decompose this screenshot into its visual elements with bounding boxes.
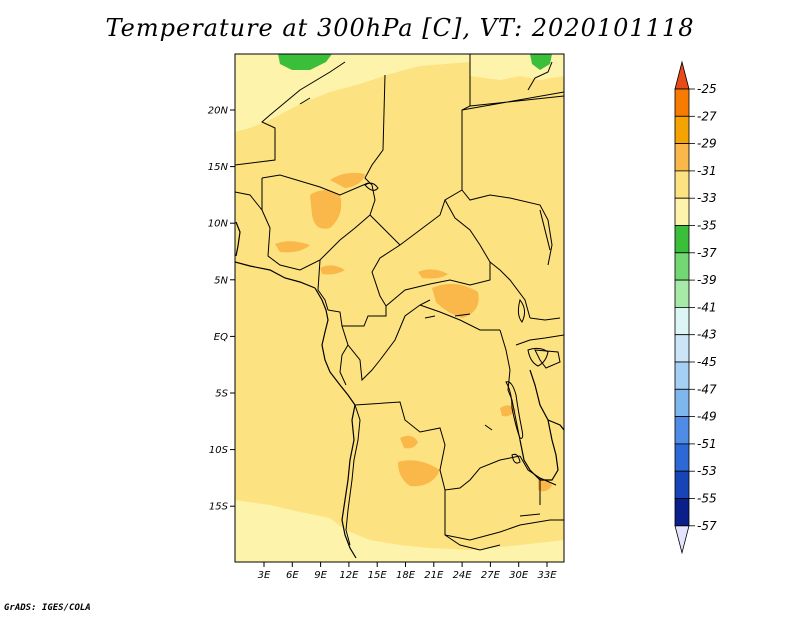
colorbar-bin xyxy=(674,416,690,445)
colorbar-label: -45 xyxy=(697,355,717,369)
lon-label: 6E xyxy=(286,570,299,581)
colorbar-bin xyxy=(674,115,690,145)
colorbar-bin xyxy=(674,361,690,390)
colorbar-bin xyxy=(674,252,690,281)
colorbar-bin xyxy=(674,498,690,527)
map-panel xyxy=(234,53,565,563)
colorbar: -25 -27 -29 -31 -33 -35 -37 -39 -41 -43 -45 -47 -49 -… xyxy=(674,60,717,555)
contour-warm-8 xyxy=(398,460,440,487)
lon-label: 18E xyxy=(396,570,416,581)
lon-label: 33E xyxy=(537,570,557,581)
colorbar-bin xyxy=(674,225,690,254)
colorbar-bin xyxy=(674,334,690,363)
colorbar-bin xyxy=(674,88,690,117)
lon-label: 27E xyxy=(481,570,501,581)
lat-label: 5N xyxy=(214,275,228,286)
map-frame xyxy=(234,53,565,563)
colorbar-label: -47 xyxy=(697,382,717,396)
lat-label: 15S xyxy=(209,502,229,513)
colorbar-bin xyxy=(674,306,690,336)
colorbar-top-arrow xyxy=(674,60,690,90)
contour-warm-7 xyxy=(400,435,418,449)
lon-label: 30E xyxy=(509,570,529,581)
colorbar-label: -43 xyxy=(697,328,717,342)
colorbar-label: -33 xyxy=(697,191,717,205)
lat-label: 20N xyxy=(208,106,229,117)
contour-warm-1 xyxy=(310,190,342,229)
colorbar-label: -53 xyxy=(697,464,717,478)
coastline xyxy=(235,221,564,559)
colorbar-bottom-arrow xyxy=(674,525,690,555)
colorbar-label: -25 xyxy=(697,82,717,96)
contour-warm-2 xyxy=(330,172,365,188)
lon-label: 15E xyxy=(368,570,388,581)
contour-light-north xyxy=(235,54,470,132)
colorbar-label: -41 xyxy=(697,300,717,314)
country-borders xyxy=(235,54,564,551)
colorbar-bin xyxy=(674,279,690,308)
colorbar-label: -55 xyxy=(697,492,717,506)
lon-label: 21E xyxy=(424,570,444,581)
lakes xyxy=(364,182,549,517)
contour-warm-4 xyxy=(320,265,345,275)
contour-light-south xyxy=(235,500,564,562)
map-title: Temperature at 300hPa [C], VT: 202010111… xyxy=(105,14,695,42)
contour-warm-6 xyxy=(432,283,479,318)
latitude-axis: 20N 15N 10N 5N EQ 5S 10S 15S xyxy=(208,106,235,513)
colorbar-bin xyxy=(674,470,690,499)
colorbar-bin xyxy=(674,170,690,199)
lon-label: 9E xyxy=(314,570,327,581)
contour-warm-3 xyxy=(275,241,310,253)
lon-label: 24E xyxy=(453,570,473,581)
colorbar-label: -39 xyxy=(697,273,717,287)
colorbar-label: -37 xyxy=(697,246,717,260)
colorbar-bin xyxy=(674,443,690,472)
colorbar-label: -29 xyxy=(697,137,717,151)
lon-label: 12E xyxy=(339,570,359,581)
colorbar-label: -51 xyxy=(697,437,717,451)
lat-label: 10N xyxy=(208,219,229,230)
lat-label: 5S xyxy=(215,389,228,400)
colorbar-label: -35 xyxy=(697,219,717,233)
colorbar-bin xyxy=(674,143,690,172)
lat-label: 10S xyxy=(209,445,229,456)
colorbar-label: -27 xyxy=(697,109,717,123)
colorbar-label: -49 xyxy=(697,410,717,424)
contour-warm-5 xyxy=(418,269,448,279)
colorbar-bin xyxy=(674,197,690,226)
colorbar-label: -31 xyxy=(697,164,717,178)
lat-label: EQ xyxy=(214,332,228,343)
grads-credit: GrADS: IGES/COLA xyxy=(4,603,91,613)
longitude-axis: 3E 6E 9E 12E 15E 18E 21E 24E 27E 30E 33E xyxy=(258,562,557,581)
lon-label: 3E xyxy=(258,570,271,581)
colorbar-bin xyxy=(674,388,690,417)
lat-label: 15N xyxy=(208,162,229,173)
map-background xyxy=(235,54,564,562)
contour-green-2 xyxy=(530,54,552,70)
contour-green-1 xyxy=(278,54,332,70)
colorbar-label: -57 xyxy=(697,519,717,533)
